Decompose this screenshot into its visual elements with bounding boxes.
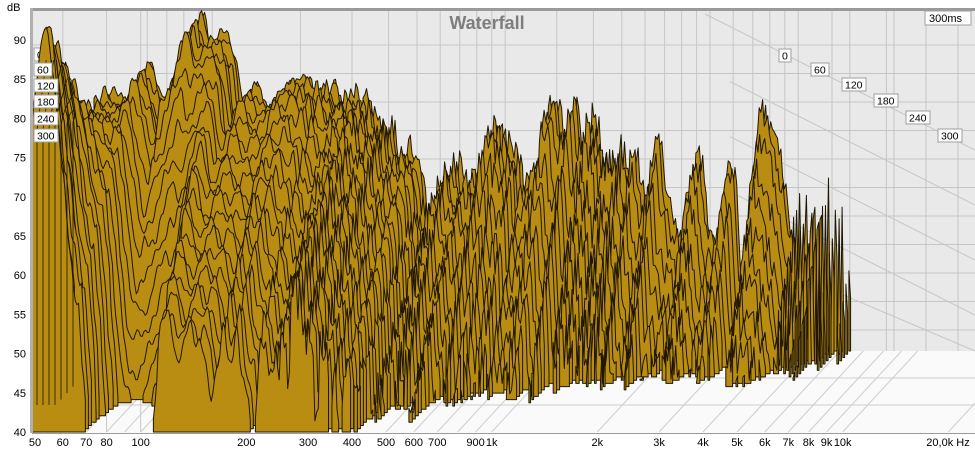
- svg-text:45: 45: [14, 388, 26, 400]
- svg-text:700: 700: [428, 437, 446, 449]
- svg-text:6k: 6k: [759, 437, 771, 449]
- svg-text:1k: 1k: [486, 437, 498, 449]
- svg-text:70: 70: [14, 192, 26, 204]
- svg-text:20,0k Hz: 20,0k Hz: [926, 437, 969, 449]
- svg-text:300ms: 300ms: [929, 13, 963, 25]
- svg-text:120: 120: [37, 81, 55, 93]
- svg-text:50: 50: [29, 437, 41, 449]
- svg-text:180: 180: [37, 97, 55, 109]
- svg-text:500: 500: [377, 437, 395, 449]
- svg-text:80: 80: [100, 437, 112, 449]
- svg-text:4k: 4k: [697, 437, 709, 449]
- svg-text:85: 85: [14, 74, 26, 86]
- svg-text:300: 300: [37, 131, 55, 143]
- svg-text:90: 90: [14, 35, 26, 47]
- svg-text:600: 600: [405, 437, 423, 449]
- svg-text:60: 60: [57, 437, 69, 449]
- svg-text:0: 0: [782, 51, 788, 63]
- svg-text:240: 240: [37, 114, 55, 126]
- svg-text:240: 240: [909, 113, 927, 125]
- svg-text:400: 400: [343, 437, 361, 449]
- svg-text:3k: 3k: [653, 437, 665, 449]
- svg-text:60: 60: [814, 65, 826, 77]
- svg-text:40: 40: [14, 427, 26, 439]
- svg-text:7k: 7k: [782, 437, 794, 449]
- svg-text:300: 300: [941, 131, 959, 143]
- svg-text:55: 55: [14, 309, 26, 321]
- svg-text:900: 900: [466, 437, 484, 449]
- svg-text:10k: 10k: [834, 437, 852, 449]
- svg-text:70: 70: [80, 437, 92, 449]
- svg-text:80: 80: [14, 113, 26, 125]
- svg-text:200: 200: [237, 437, 255, 449]
- svg-text:8k: 8k: [803, 437, 815, 449]
- svg-text:dB: dB: [7, 2, 20, 14]
- svg-text:60: 60: [37, 65, 49, 77]
- svg-text:2k: 2k: [591, 437, 603, 449]
- svg-text:65: 65: [14, 231, 26, 243]
- svg-text:60: 60: [14, 270, 26, 282]
- svg-text:100: 100: [132, 437, 150, 449]
- svg-text:5k: 5k: [731, 437, 743, 449]
- svg-text:300: 300: [299, 437, 317, 449]
- svg-text:180: 180: [877, 96, 895, 108]
- svg-text:50: 50: [14, 349, 26, 361]
- svg-text:9k: 9k: [821, 437, 833, 449]
- svg-text:Waterfall: Waterfall: [449, 13, 524, 33]
- svg-text:75: 75: [14, 153, 26, 165]
- svg-text:120: 120: [845, 80, 863, 92]
